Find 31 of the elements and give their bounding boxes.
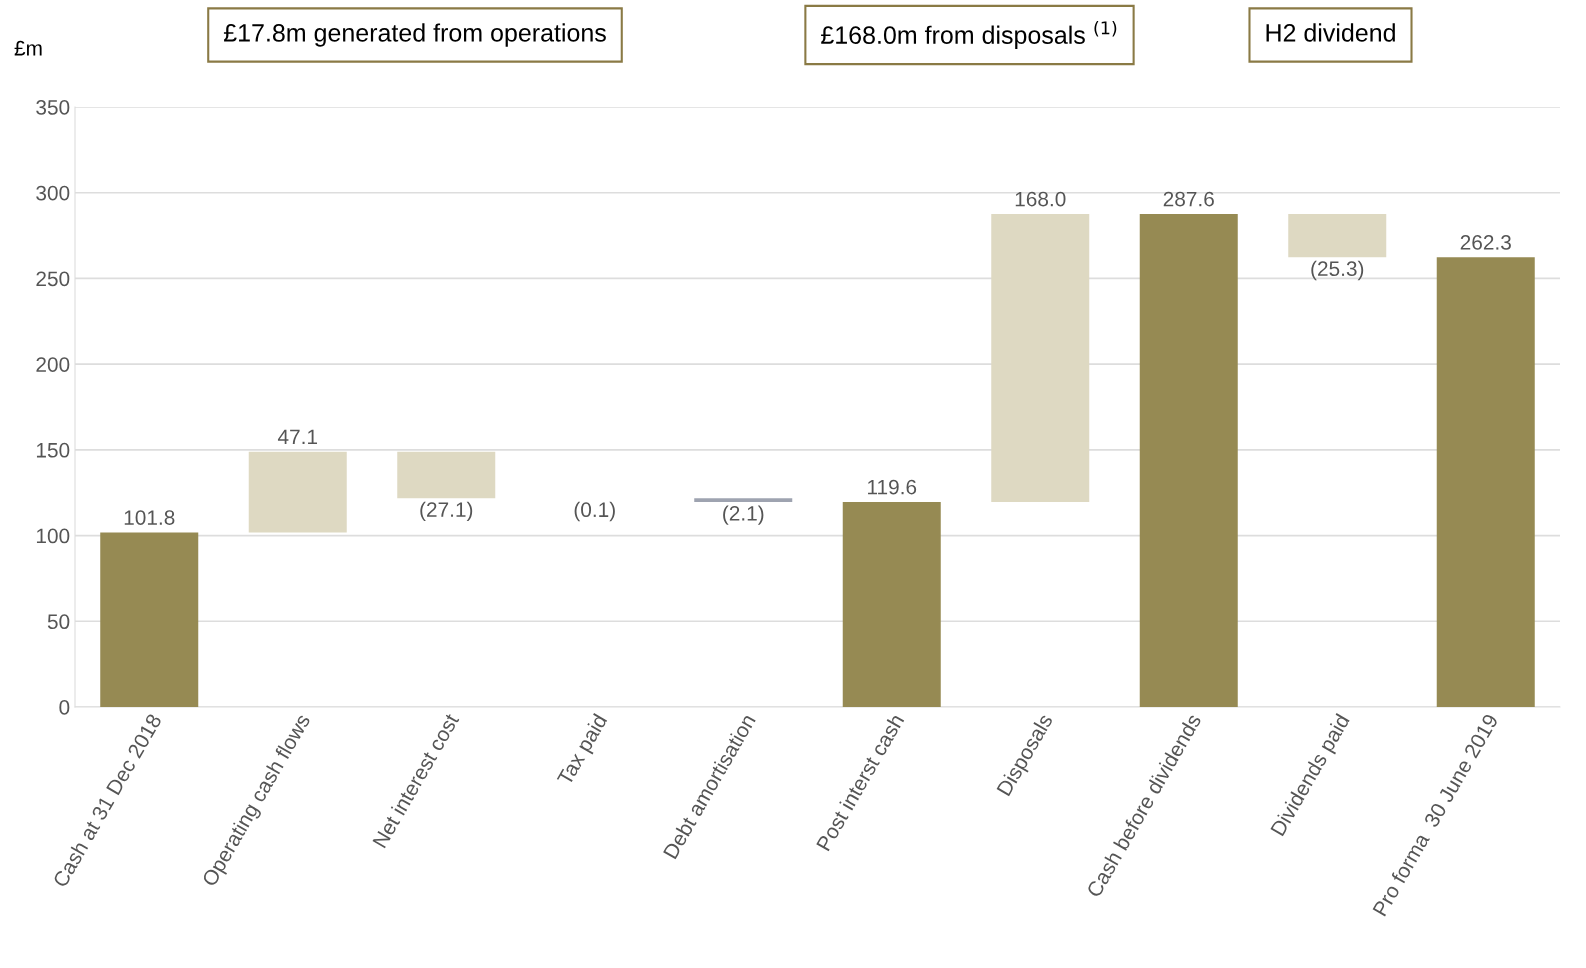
data-label: 119.6 xyxy=(868,479,917,495)
y-tick-label: 50 xyxy=(47,614,70,630)
data-label: 168.0 xyxy=(1015,191,1066,207)
data-label: 47.1 xyxy=(277,429,318,444)
bar xyxy=(397,451,496,499)
y-tick-label: 250 xyxy=(36,271,70,287)
bar xyxy=(248,451,347,533)
bar xyxy=(991,213,1090,502)
text: £17.8m generated from operations xyxy=(223,23,606,47)
data-label: (25.3) xyxy=(1311,260,1364,281)
text: H2 dividend xyxy=(1266,23,1395,42)
data-label: 287.6 xyxy=(1163,191,1214,207)
data-label: 101.8 xyxy=(124,510,175,525)
bar xyxy=(1139,213,1238,707)
text: £168.0m from disposals $^{(1)}$ xyxy=(821,20,1117,49)
bar xyxy=(842,501,941,707)
data-label: 262.3 xyxy=(1460,235,1511,250)
y-tick-label: 150 xyxy=(36,442,70,458)
y-tick-label: 200 xyxy=(36,357,70,372)
bar xyxy=(694,498,793,502)
data-label: (2.1) xyxy=(723,505,764,525)
y-tick-label: 0 xyxy=(59,700,70,715)
bar xyxy=(100,532,199,707)
y-tick-label: 300 xyxy=(36,185,70,201)
bar xyxy=(1436,257,1535,707)
y-axis-title: £m xyxy=(14,40,42,56)
data-label: (0.1) xyxy=(574,501,615,522)
y-tick-label: 350 xyxy=(36,100,70,115)
y-tick-label: 100 xyxy=(36,528,70,544)
bar xyxy=(1288,213,1387,258)
data-label: (27.1) xyxy=(420,501,473,522)
